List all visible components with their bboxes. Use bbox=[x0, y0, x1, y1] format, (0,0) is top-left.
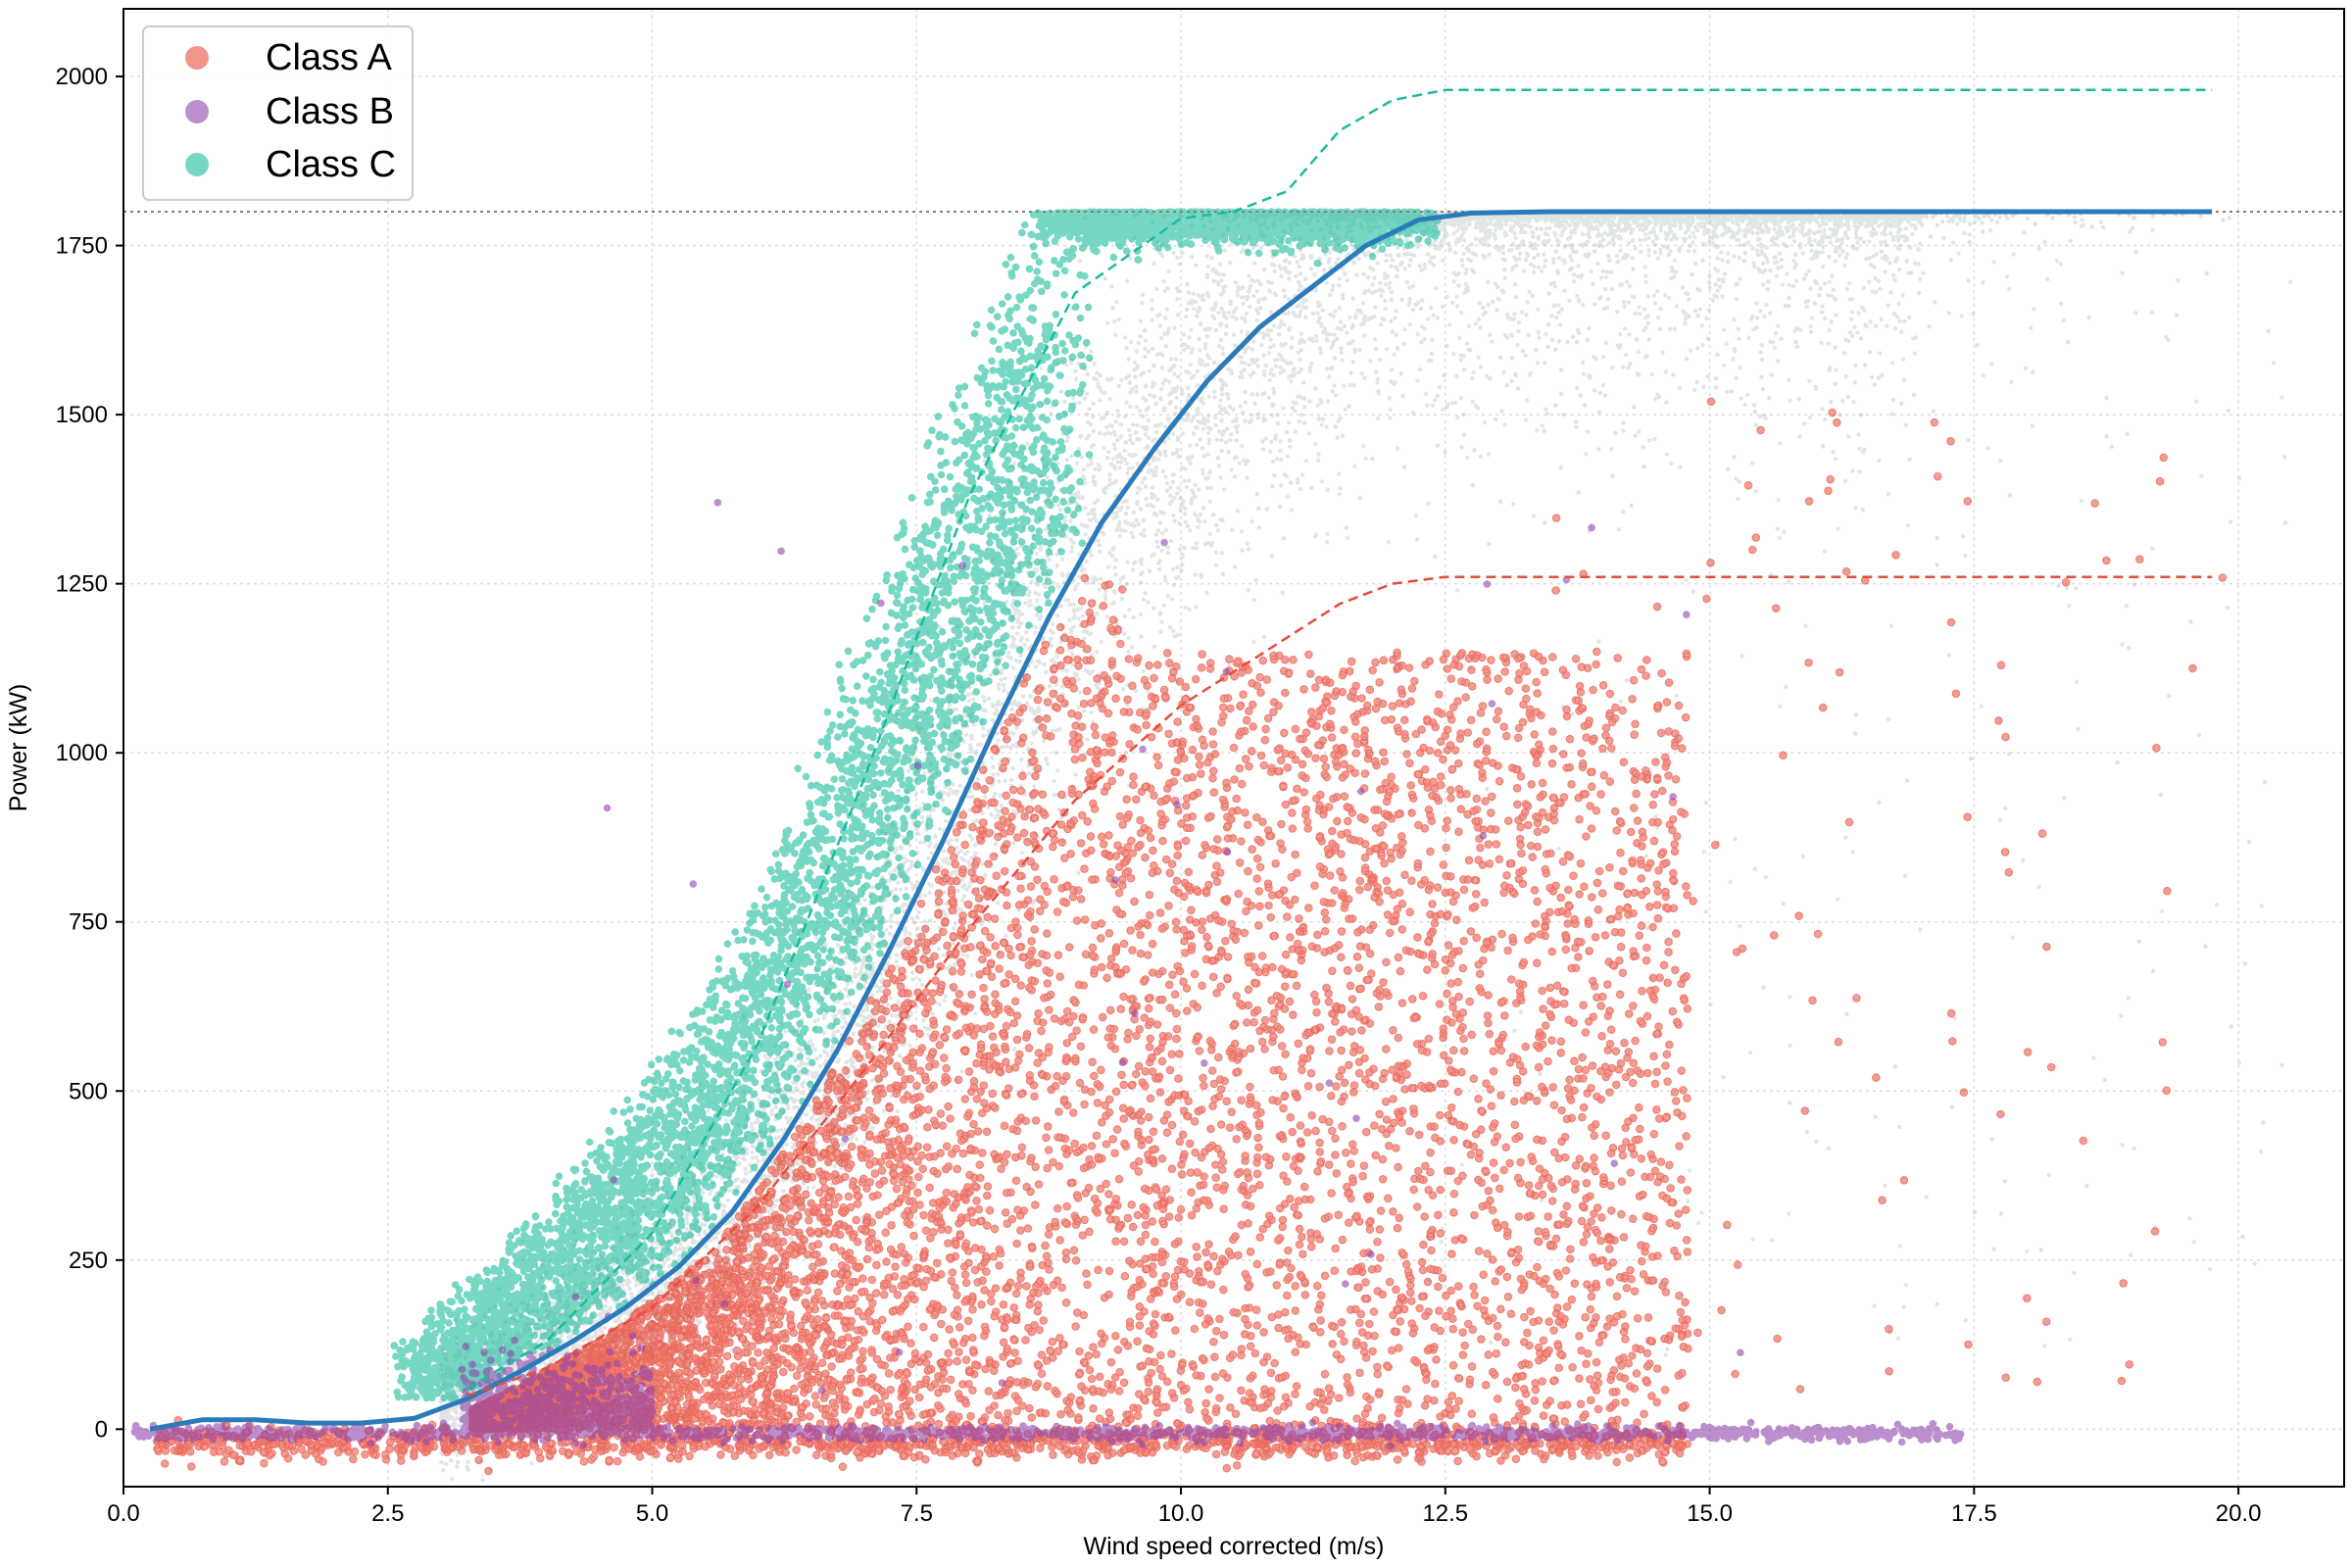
y-axis-title: Power (kW) bbox=[5, 684, 32, 812]
x-tick-label: 5.0 bbox=[636, 1500, 668, 1527]
legend-label-class-c: Class C bbox=[266, 144, 396, 185]
legend: Class A Class B Class C bbox=[143, 26, 413, 200]
y-tick-label: 1750 bbox=[56, 233, 108, 260]
axis-ticks: 0.0 2.5 5.0 7.5 10.0 12.5 15.0 17.5 20.0 0 250 500 7… bbox=[56, 64, 2262, 1527]
legend-label-class-a: Class A bbox=[266, 37, 392, 78]
y-tick-label: 1250 bbox=[56, 571, 108, 598]
y-tick-label: 2000 bbox=[56, 64, 108, 90]
x-tick-label: 17.5 bbox=[1951, 1500, 1997, 1527]
y-tick-label: 0 bbox=[95, 1416, 108, 1443]
y-tick-label: 750 bbox=[69, 909, 108, 936]
y-tick-label: 500 bbox=[69, 1078, 108, 1104]
y-tick-label: 1500 bbox=[56, 402, 108, 428]
legend-marker-class-a bbox=[185, 46, 209, 70]
legend-label-class-b: Class B bbox=[266, 91, 394, 132]
x-axis-title: Wind speed corrected (m/s) bbox=[1083, 1533, 1384, 1560]
legend-marker-class-c bbox=[185, 153, 209, 176]
x-tick-label: 15.0 bbox=[1687, 1500, 1733, 1527]
x-tick-label: 0.0 bbox=[107, 1500, 139, 1527]
x-tick-label: 12.5 bbox=[1422, 1500, 1468, 1527]
plot-area bbox=[123, 90, 2344, 1533]
y-tick-label: 1000 bbox=[56, 740, 108, 766]
x-tick-label: 2.5 bbox=[371, 1500, 404, 1527]
y-tick-label: 250 bbox=[69, 1248, 108, 1274]
x-tick-label: 20.0 bbox=[2216, 1500, 2262, 1527]
legend-marker-class-b bbox=[185, 100, 209, 123]
x-tick-label: 10.0 bbox=[1158, 1500, 1204, 1527]
x-tick-label: 7.5 bbox=[901, 1500, 933, 1527]
